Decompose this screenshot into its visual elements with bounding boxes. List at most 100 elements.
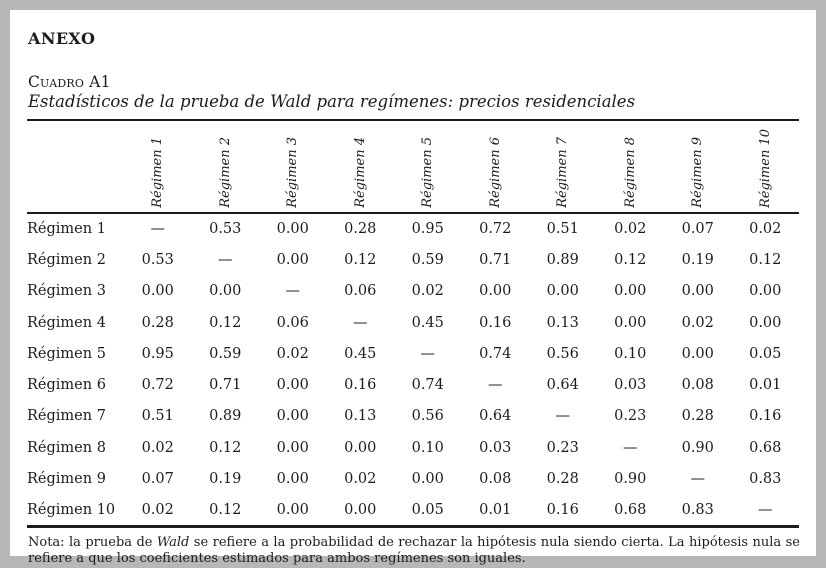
- value-cell: 0.53: [124, 244, 192, 275]
- value-cell: 0.01: [732, 370, 800, 401]
- value-cell: 0.10: [597, 338, 665, 369]
- column-header-label: Régimen 7: [556, 129, 569, 208]
- table-number-label: Cuadro A1: [28, 73, 799, 91]
- table-header: Régimen 1 Régimen 2 Régimen 3 Régimen 4 Régi…: [27, 120, 799, 213]
- value-cell: 0.01: [462, 495, 530, 526]
- column-header: Régimen 4: [327, 120, 395, 213]
- column-header: Régimen 8: [597, 120, 665, 213]
- value-cell: 0.28: [327, 213, 395, 244]
- note-text-prefix: Nota: la prueba de: [28, 535, 157, 550]
- value-cell: —: [664, 463, 732, 494]
- value-cell: 0.00: [259, 370, 327, 401]
- value-cell: 0.56: [529, 338, 597, 369]
- value-cell: 0.00: [259, 463, 327, 494]
- value-cell: 0.00: [192, 276, 260, 307]
- value-cell: 0.00: [529, 276, 597, 307]
- table-corner-cell: [27, 120, 124, 213]
- value-cell: 0.12: [327, 244, 395, 275]
- value-cell: 0.64: [462, 401, 530, 432]
- value-cell: 0.90: [597, 463, 665, 494]
- value-cell: 0.28: [124, 307, 192, 338]
- value-cell: —: [327, 307, 395, 338]
- value-cell: 0.71: [462, 244, 530, 275]
- column-header-label: Régimen 4: [354, 129, 367, 208]
- value-cell: —: [394, 338, 462, 369]
- value-cell: 0.12: [597, 244, 665, 275]
- row-header: Régimen 3: [27, 276, 124, 307]
- value-cell: 0.90: [664, 432, 732, 463]
- value-cell: 0.00: [462, 276, 530, 307]
- value-cell: 0.02: [597, 213, 665, 244]
- value-cell: 0.72: [462, 213, 530, 244]
- value-cell: 0.12: [192, 495, 260, 526]
- column-header-label: Régimen 2: [219, 129, 232, 208]
- value-cell: 0.16: [462, 307, 530, 338]
- value-cell: 0.16: [732, 401, 800, 432]
- value-cell: 0.83: [732, 463, 800, 494]
- value-cell: 0.95: [124, 338, 192, 369]
- value-cell: 0.53: [192, 213, 260, 244]
- value-cell: 0.07: [124, 463, 192, 494]
- column-header: Régimen 7: [529, 120, 597, 213]
- value-cell: —: [192, 244, 260, 275]
- value-cell: 0.00: [664, 276, 732, 307]
- column-header-row: Régimen 1 Régimen 2 Régimen 3 Régimen 4 Régi…: [27, 120, 799, 213]
- value-cell: 0.00: [124, 276, 192, 307]
- value-cell: 0.74: [394, 370, 462, 401]
- value-cell: 0.59: [192, 338, 260, 369]
- column-header-label: Régimen 5: [421, 129, 434, 208]
- column-header: Régimen 9: [664, 120, 732, 213]
- value-cell: 0.02: [327, 463, 395, 494]
- column-header-label: Régimen 10: [759, 121, 772, 208]
- value-cell: 0.02: [124, 432, 192, 463]
- row-header: Régimen 7: [27, 401, 124, 432]
- value-cell: 0.00: [327, 432, 395, 463]
- value-cell: 0.10: [394, 432, 462, 463]
- annex-heading: ANEXO: [28, 29, 799, 48]
- column-header: Régimen 1: [124, 120, 192, 213]
- row-header: Régimen 9: [27, 463, 124, 494]
- value-cell: 0.12: [192, 307, 260, 338]
- row-header: Régimen 5: [27, 338, 124, 369]
- row-header: Régimen 4: [27, 307, 124, 338]
- value-cell: 0.06: [327, 276, 395, 307]
- value-cell: 0.89: [529, 244, 597, 275]
- value-cell: 0.03: [462, 432, 530, 463]
- value-cell: 0.16: [529, 495, 597, 526]
- value-cell: 0.08: [664, 370, 732, 401]
- column-header-label: Régimen 9: [691, 129, 704, 208]
- value-cell: 0.28: [529, 463, 597, 494]
- value-cell: 0.00: [327, 495, 395, 526]
- value-cell: 0.03: [597, 370, 665, 401]
- value-cell: 0.51: [124, 401, 192, 432]
- value-cell: 0.95: [394, 213, 462, 244]
- value-cell: 0.68: [597, 495, 665, 526]
- value-cell: 0.02: [259, 338, 327, 369]
- value-cell: 0.02: [664, 307, 732, 338]
- value-cell: 0.74: [462, 338, 530, 369]
- column-header: Régimen 5: [394, 120, 462, 213]
- value-cell: 0.00: [259, 401, 327, 432]
- value-cell: 0.00: [259, 432, 327, 463]
- row-header: Régimen 2: [27, 244, 124, 275]
- row-header: Régimen 10: [27, 495, 124, 526]
- value-cell: 0.51: [529, 213, 597, 244]
- column-header-label: Régimen 8: [624, 129, 637, 208]
- column-header: Régimen 3: [259, 120, 327, 213]
- value-cell: 0.02: [124, 495, 192, 526]
- value-cell: 0.45: [394, 307, 462, 338]
- value-cell: 0.64: [529, 370, 597, 401]
- value-cell: —: [597, 432, 665, 463]
- value-cell: 0.02: [732, 213, 800, 244]
- value-cell: 0.28: [664, 401, 732, 432]
- value-cell: 0.00: [664, 338, 732, 369]
- value-cell: 0.12: [732, 244, 800, 275]
